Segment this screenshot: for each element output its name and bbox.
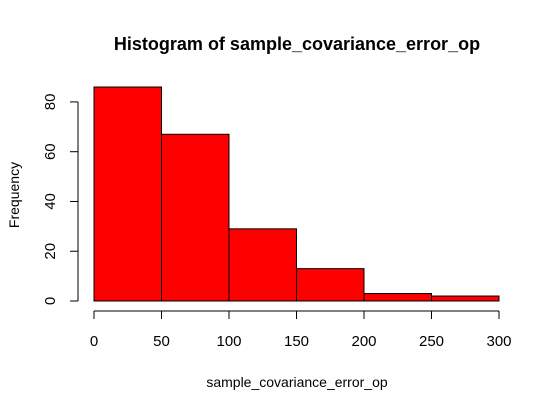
x-tick-label: 0 bbox=[90, 333, 98, 350]
x-tick-label: 300 bbox=[486, 333, 511, 350]
x-tick-label: 50 bbox=[153, 333, 170, 350]
x-axis: 0 50 100 150 200 250 300 bbox=[90, 310, 512, 350]
y-axis: 0 20 40 60 80 bbox=[42, 94, 79, 305]
y-tick-label: 20 bbox=[42, 243, 59, 260]
x-axis-label: sample_covariance_error_op bbox=[206, 374, 388, 390]
histogram-bar bbox=[161, 133, 230, 302]
y-tick-label: 80 bbox=[42, 94, 59, 111]
x-tick-label: 150 bbox=[284, 333, 309, 350]
y-tick-label: 40 bbox=[42, 193, 59, 210]
x-tick-label: 200 bbox=[351, 333, 376, 350]
chart-title: Histogram of sample_covariance_error_op bbox=[114, 34, 480, 54]
x-tick-label: 100 bbox=[216, 333, 241, 350]
y-tick-label: 60 bbox=[42, 143, 59, 160]
y-axis-label: Frequency bbox=[6, 162, 22, 228]
bars-layer bbox=[93, 86, 500, 302]
x-tick-label: 250 bbox=[419, 333, 444, 350]
y-tick-label: 0 bbox=[42, 297, 59, 305]
histogram-bar bbox=[93, 86, 162, 302]
histogram-bar bbox=[431, 295, 500, 302]
histogram-bar bbox=[228, 228, 297, 302]
histogram-bar bbox=[296, 268, 365, 302]
histogram-bar bbox=[363, 293, 432, 302]
